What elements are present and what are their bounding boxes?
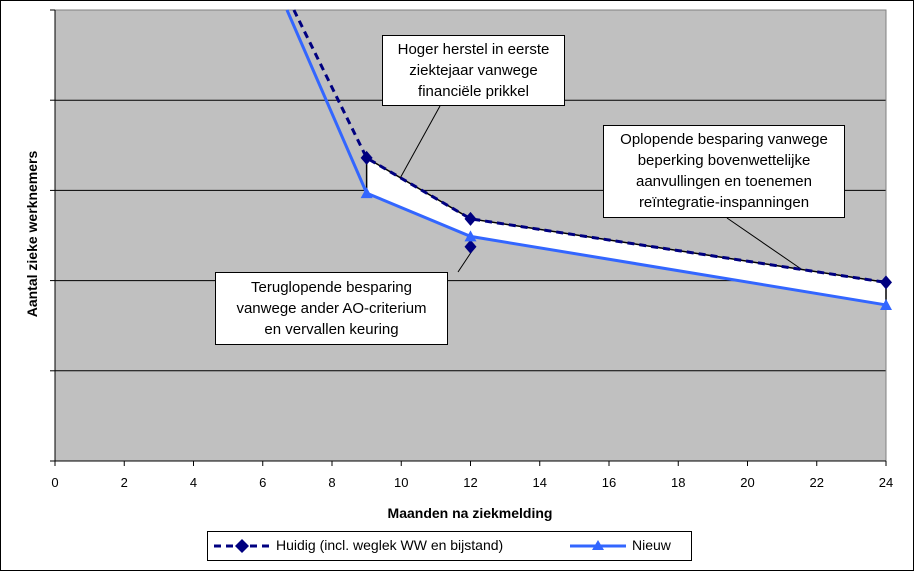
legend-label-huidig: Huidig (incl. weglek WW en bijstand)	[276, 537, 504, 553]
annotation-line: en vervallen keuring	[264, 321, 399, 338]
x-tick-label: 8	[328, 475, 335, 490]
x-tick-label: 12	[463, 475, 477, 490]
annotation-line: Oplopende besparing vanwege	[620, 131, 828, 148]
data-point-huidig	[464, 211, 477, 226]
callout-pointer	[397, 105, 441, 183]
x-tick-label: 10	[394, 475, 408, 490]
data-point-huidig	[880, 275, 892, 290]
legend: Huidig (incl. weglek WW en bijstand) Nie…	[207, 531, 692, 561]
annotation-line: beperking bovenwettelijke	[637, 152, 811, 169]
x-axis-title: Maanden na ziekmelding	[388, 505, 553, 521]
annotation-box-rising-savings: Oplopende besparing vanwege beperking bov…	[603, 125, 845, 218]
x-tick-label: 4	[190, 475, 197, 490]
x-tick-label: 6	[259, 475, 266, 490]
series-line-huidig	[292, 9, 887, 284]
annotation-line: financiële prikkel	[418, 83, 529, 100]
x-tick-label: 20	[740, 475, 754, 490]
annotation-box-higher-recovery: Hoger herstel in eerste ziektejaar vanweg…	[382, 35, 565, 106]
series-line-nieuw	[285, 9, 887, 307]
annotation-line: Teruglopende besparing	[251, 279, 412, 296]
data-point-huidig-extra	[464, 239, 477, 254]
annotation-line: reïntegratie-inspanningen	[638, 194, 810, 211]
x-tick-label: 22	[810, 475, 824, 490]
x-tick-label: 24	[879, 475, 893, 490]
x-tick-label: 2	[121, 475, 128, 490]
y-axis-title: Aantal zieke werknemers	[24, 151, 40, 318]
annotation-line: aanvullingen en toenemen	[636, 173, 812, 190]
x-tick-label: 18	[671, 475, 685, 490]
x-tick-label: 0	[51, 475, 58, 490]
data-point-nieuw	[880, 298, 892, 310]
data-point-huidig	[360, 150, 373, 165]
legend-triangle-marker	[592, 540, 604, 550]
x-tick-label: 16	[602, 475, 616, 490]
legend-diamond-marker	[235, 539, 249, 553]
annotation-line: ziektejaar vanwege	[409, 62, 538, 79]
legend-label-nieuw: Nieuw	[632, 537, 671, 553]
annotation-line: vanwege ander AO-criterium	[236, 300, 427, 317]
x-tick-label: 14	[533, 475, 547, 490]
data-point-nieuw	[360, 187, 373, 199]
data-point-nieuw	[464, 230, 477, 242]
annotation-box-declining-savings: Teruglopende besparing vanwege ander AO-c…	[215, 272, 448, 345]
annotation-line: Hoger herstel in eerste	[397, 41, 550, 58]
